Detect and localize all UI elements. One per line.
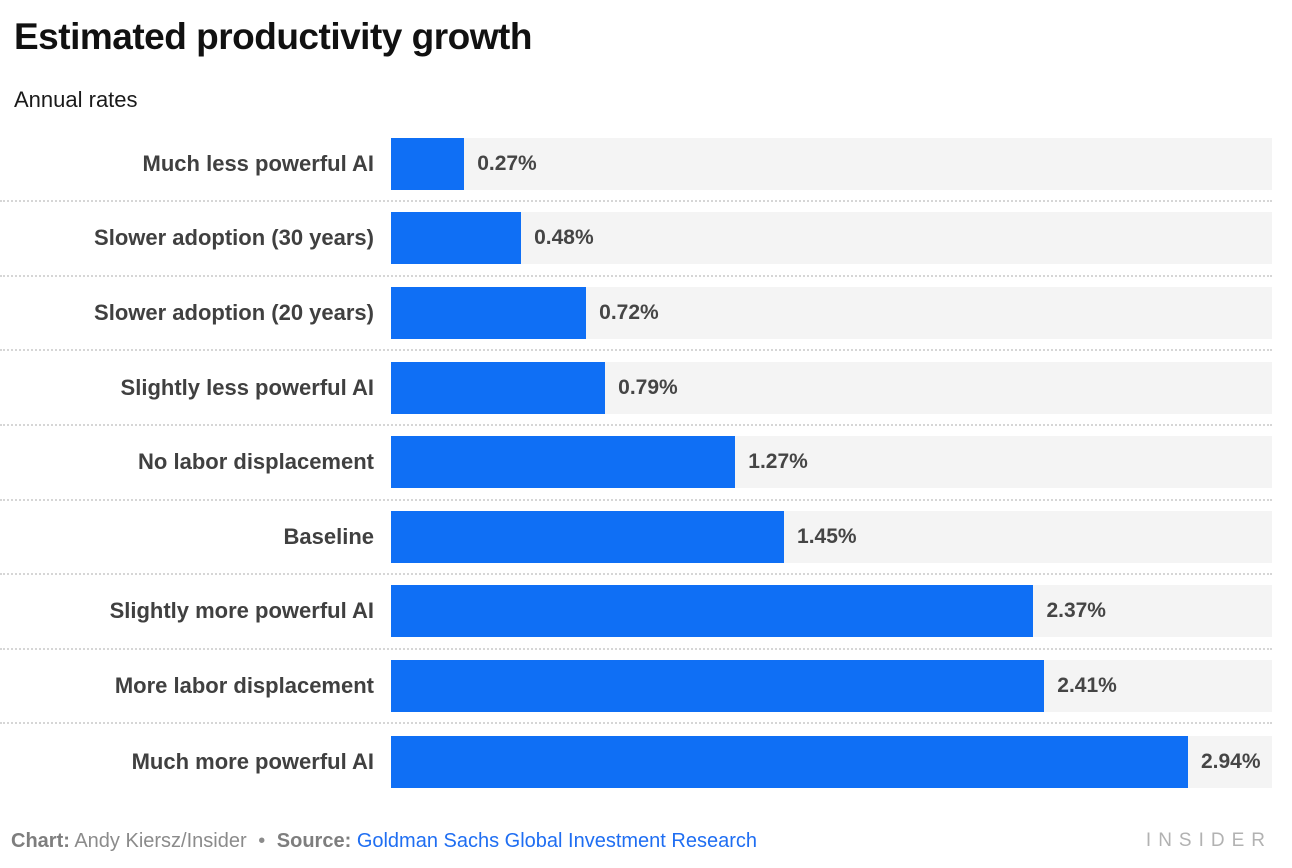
bar-value-label: 0.48% <box>534 226 594 250</box>
category-label: Slightly less powerful AI <box>120 374 374 400</box>
chart-credit-label: Chart: <box>11 829 70 852</box>
chart-row: No labor displacement 1.27% <box>0 426 1272 501</box>
bar-value-label: 1.45% <box>797 524 857 548</box>
bar <box>391 585 1034 638</box>
category-label: Slightly more powerful AI <box>109 598 374 624</box>
bar <box>391 361 606 414</box>
chart-row: Much less powerful AI 0.27% <box>0 128 1272 203</box>
bar-value-label: 2.37% <box>1046 599 1106 623</box>
chart-title: Estimated productivity growth <box>14 16 532 57</box>
bar <box>391 436 736 489</box>
chart-row: Slightly more powerful AI 2.37% <box>0 575 1272 650</box>
bar <box>391 287 587 340</box>
source-link[interactable]: Goldman Sachs Global Investment Research <box>356 829 758 852</box>
bar <box>391 510 785 563</box>
bar-track: 2.94% <box>391 735 1272 788</box>
chart-row: Slightly less powerful AI 0.79% <box>0 351 1272 426</box>
category-label: Baseline <box>283 523 375 549</box>
bar-track: 1.45% <box>391 510 1272 563</box>
bar-value-label: 1.27% <box>748 450 808 474</box>
chart-credit-text: Andy Kiersz/Insider <box>74 829 247 852</box>
bar <box>391 660 1045 712</box>
chart-page: Estimated productivity growth Annual rat… <box>0 16 1292 868</box>
category-label: No labor displacement <box>138 449 374 475</box>
source-label: Source: <box>276 829 352 852</box>
bar-track: 0.79% <box>391 361 1272 414</box>
bar-track: 2.41% <box>391 660 1272 712</box>
bar-track: 1.27% <box>391 436 1272 489</box>
chart-row: Baseline 1.45% <box>0 501 1272 576</box>
bar-value-label: 2.94% <box>1200 749 1261 773</box>
footer: Chart: Andy Kiersz/Insider • Source: Gol… <box>11 830 1272 853</box>
bar-value-label: 0.27% <box>477 151 537 175</box>
chart-row: Slower adoption (20 years) 0.72% <box>0 277 1272 352</box>
bar-track: 2.37% <box>391 585 1272 638</box>
chart-subtitle: Annual rates <box>14 86 138 112</box>
category-label: Slower adoption (20 years) <box>94 299 374 325</box>
bar <box>391 735 1188 788</box>
category-label: Much less powerful AI <box>142 150 374 176</box>
bar-value-label: 0.72% <box>599 301 659 325</box>
category-label: More labor displacement <box>114 672 374 698</box>
bar-chart: Much less powerful AI 0.27% Slower adopt… <box>0 128 1272 799</box>
credit-separator: • <box>258 829 266 852</box>
category-label: Slower adoption (30 years) <box>94 225 374 251</box>
bar-track: 0.48% <box>391 212 1272 265</box>
bar <box>391 212 522 265</box>
insider-logo: INSIDER <box>1145 830 1272 852</box>
bar-track: 0.27% <box>391 137 1272 190</box>
bar-track: 0.72% <box>391 287 1272 340</box>
chart-row: Slower adoption (30 years) 0.48% <box>0 202 1272 277</box>
chart-row: Much more powerful AI 2.94% <box>0 724 1272 799</box>
bar <box>391 137 465 190</box>
credits-line: Chart: Andy Kiersz/Insider • Source: Gol… <box>11 830 757 853</box>
category-label: Much more powerful AI <box>131 748 374 774</box>
chart-row: More labor displacement 2.41% <box>0 650 1272 725</box>
bar-value-label: 0.79% <box>618 375 678 399</box>
bar-value-label: 2.41% <box>1057 674 1117 697</box>
